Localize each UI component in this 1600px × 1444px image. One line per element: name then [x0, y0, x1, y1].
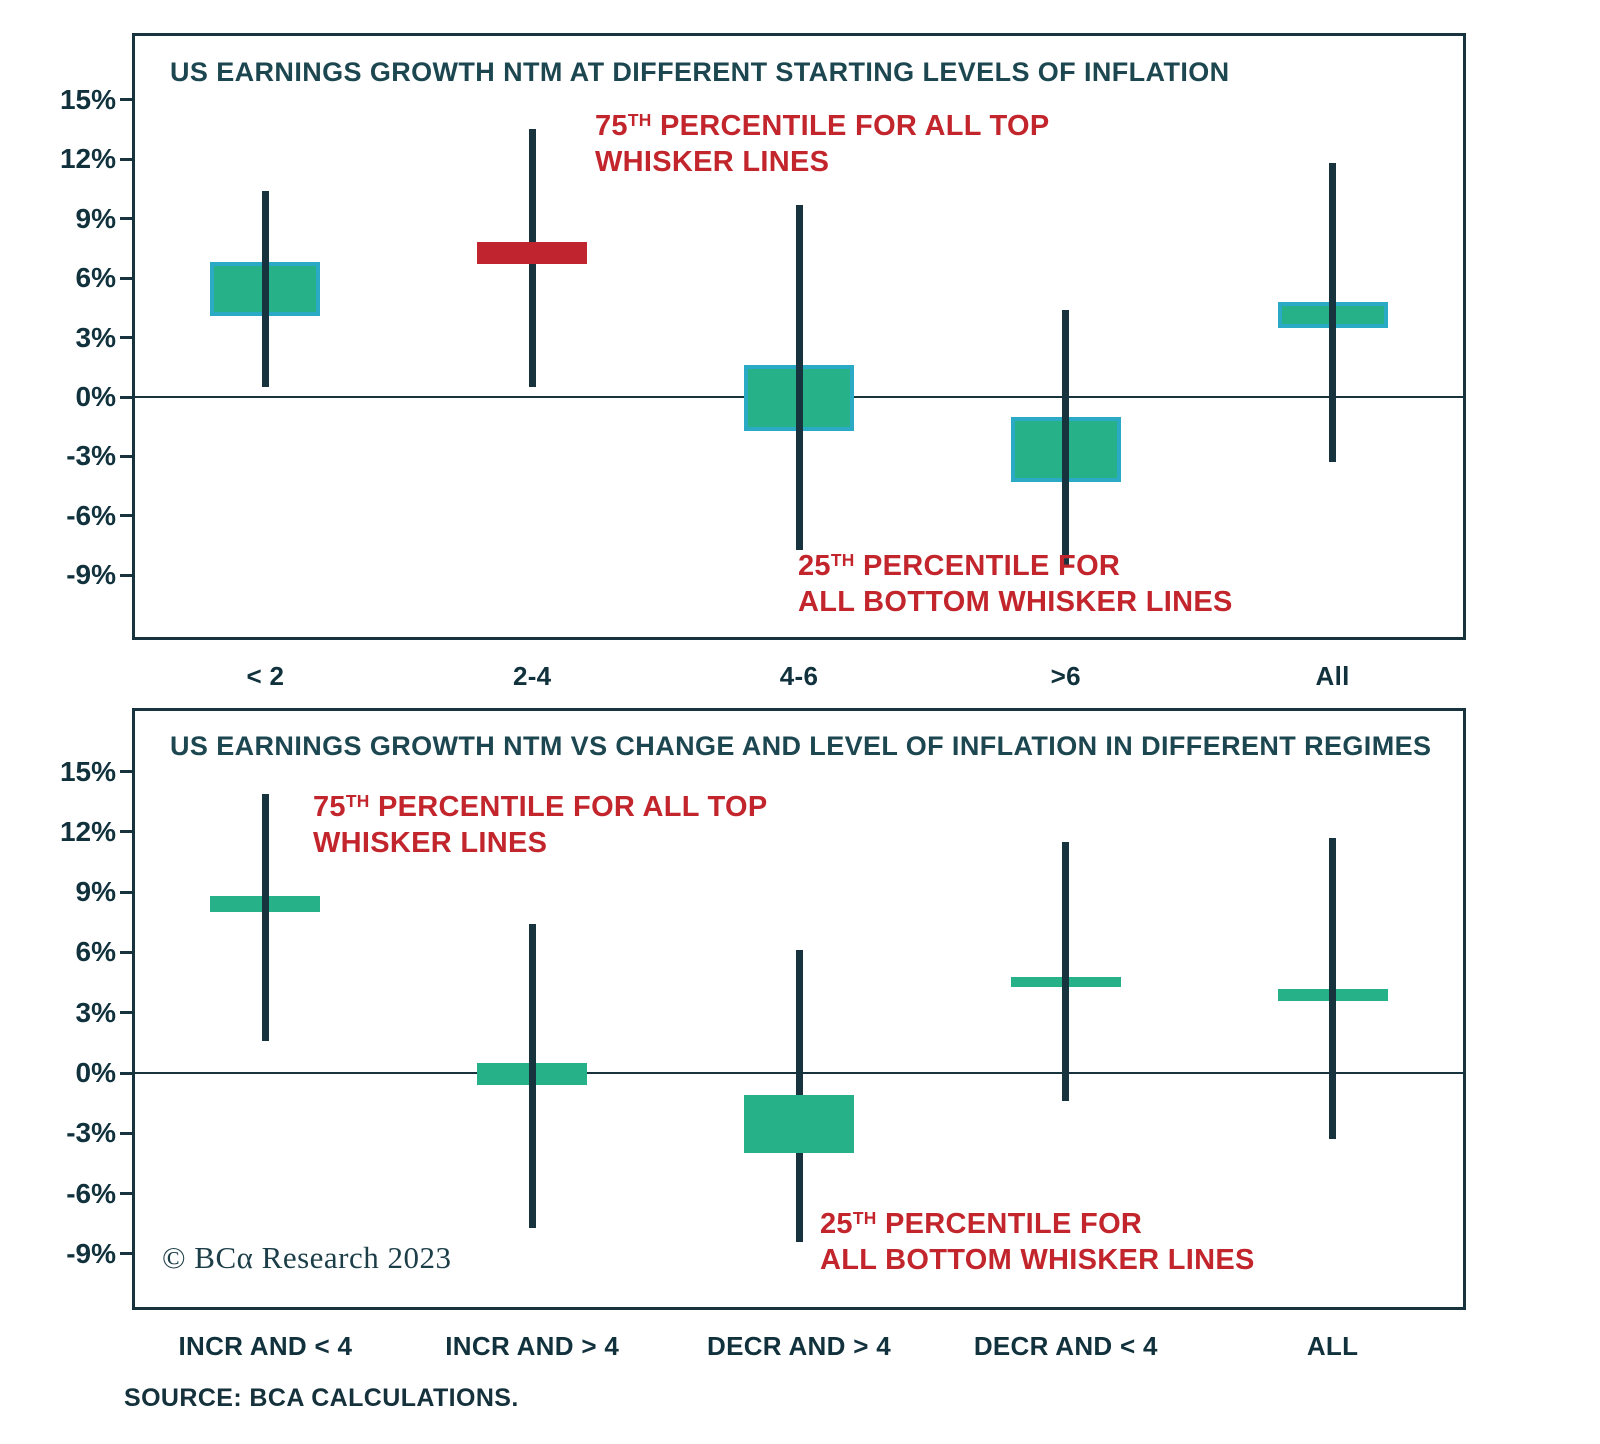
x-category-label: >6: [1050, 661, 1081, 691]
y-tick-label: 15%: [59, 755, 116, 787]
candle-box: [744, 1095, 854, 1154]
y-axis-tick: [120, 514, 133, 518]
y-tick-label: 12%: [59, 815, 116, 847]
y-tick-label: 9%: [75, 202, 116, 234]
x-category-label: 4-6: [779, 661, 819, 691]
y-tick-label: 0%: [75, 1057, 116, 1088]
y-axis-tick: [120, 1252, 133, 1256]
y-tick-label: 9%: [75, 876, 116, 908]
y-tick-label: -6%: [66, 1177, 116, 1209]
y-axis-tick: [120, 1131, 133, 1135]
top-chart-title: US EARNINGS GROWTH NTM AT DIFFERENT STAR…: [170, 57, 1230, 87]
bottom-chart-plot-area: [132, 708, 1466, 1310]
y-tick-label: -9%: [66, 1237, 116, 1269]
annotation-75th-percentile: 75TH PERCENTILE FOR ALL TOP WHISKER LINE…: [313, 791, 768, 860]
annotation-75th-percentile: 75TH PERCENTILE FOR ALL TOP WHISKER LINE…: [595, 110, 1050, 179]
y-tick-label: -9%: [66, 559, 116, 591]
candle-whisker: [1329, 837, 1337, 1140]
annotation-line: WHISKER LINES: [313, 827, 548, 859]
x-category-label: DECR AND > 4: [707, 1331, 891, 1361]
top-chart-plot-area: [132, 33, 1466, 640]
candle-whisker: [528, 924, 536, 1228]
candle-whisker: [795, 204, 803, 550]
annotation-line: ALL BOTTOM WHISKER LINES: [820, 1244, 1255, 1276]
y-axis-tick: [120, 573, 133, 577]
y-tick-label: 6%: [75, 936, 116, 968]
annotation-line: WHISKER LINES: [595, 146, 830, 178]
y-tick-label: 3%: [75, 996, 116, 1028]
y-axis-tick: [120, 950, 133, 954]
candle-box: [477, 242, 588, 265]
x-category-label: DECR AND < 4: [973, 1331, 1158, 1361]
annotation-line: 75TH PERCENTILE FOR ALL TOP: [595, 110, 1050, 142]
y-axis-tick: [120, 1011, 133, 1015]
y-tick-label: -6%: [66, 499, 116, 531]
candle-whisker: [261, 190, 269, 388]
y-tick-label: 3%: [75, 321, 116, 353]
y-axis-tick: [120, 157, 133, 161]
y-axis-tick: [120, 395, 133, 399]
y-tick-label: 12%: [59, 143, 116, 174]
annotation-25th-percentile: 25TH PERCENTILE FOR ALL BOTTOM WHISKER L…: [798, 550, 1233, 619]
bca-research-logo-text: © BCα Research 2023: [162, 1240, 452, 1275]
candle-whisker: [261, 793, 269, 1041]
x-category-label: < 2: [246, 661, 285, 691]
source-note: SOURCE: BCA CALCULATIONS.: [124, 1384, 519, 1412]
annotation-line: 25TH PERCENTILE FOR: [820, 1208, 1143, 1240]
y-tick-label: -3%: [66, 1117, 116, 1149]
candle-whisker: [1062, 309, 1070, 566]
annotation-line: ALL BOTTOM WHISKER LINES: [798, 586, 1233, 618]
y-axis-tick: [120, 890, 133, 894]
y-axis-tick: [120, 217, 133, 220]
x-category-label: 2-4: [512, 661, 552, 691]
x-category-label: INCR AND > 4: [445, 1331, 620, 1361]
y-axis-tick: [120, 336, 133, 339]
annotation-line: 75TH PERCENTILE FOR ALL TOP: [313, 791, 768, 823]
annotation-line: 25TH PERCENTILE FOR: [798, 550, 1121, 582]
y-axis-tick: [120, 1192, 133, 1196]
y-axis-tick: [120, 98, 133, 101]
y-axis-tick: [120, 276, 133, 280]
y-tick-label: 0%: [75, 381, 116, 412]
y-axis-tick: [120, 1071, 133, 1075]
y-tick-label: 15%: [59, 83, 116, 115]
candle-whisker: [1329, 162, 1337, 463]
y-axis-tick: [120, 770, 133, 773]
y-tick-label: -3%: [66, 440, 116, 472]
annotation-25th-percentile: 25TH PERCENTILE FOR ALL BOTTOM WHISKER L…: [820, 1208, 1255, 1277]
y-axis-tick: [120, 830, 133, 834]
x-category-label: All: [1315, 661, 1350, 691]
bottom-chart-title: US EARNINGS GROWTH NTM VS CHANGE AND LEV…: [170, 731, 1432, 761]
x-category-label: ALL: [1306, 1331, 1359, 1361]
candle-whisker: [1062, 841, 1070, 1102]
y-tick-label: 6%: [75, 262, 116, 293]
y-axis-tick: [120, 454, 133, 458]
x-category-label: INCR AND < 4: [178, 1331, 353, 1361]
